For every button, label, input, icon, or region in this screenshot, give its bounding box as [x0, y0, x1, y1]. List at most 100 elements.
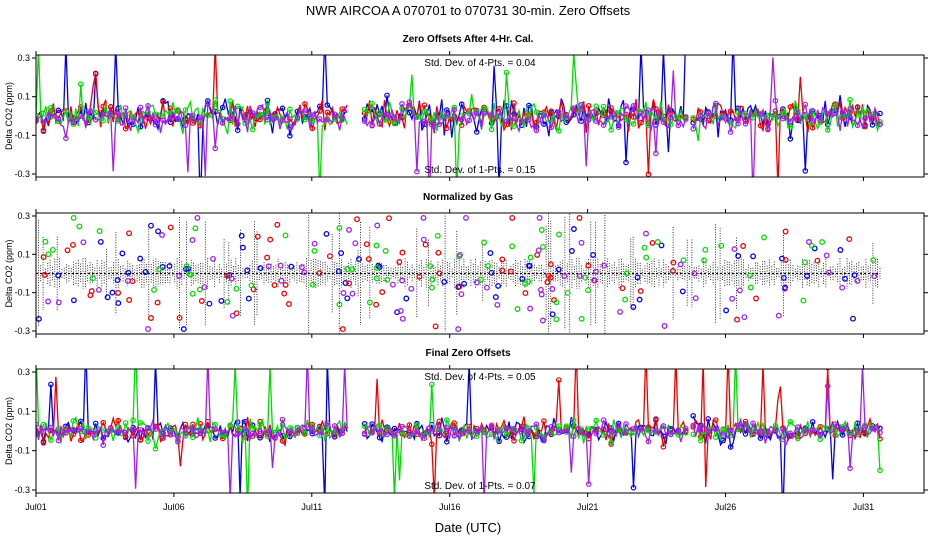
- data-point: [511, 425, 517, 432]
- data-point: [570, 105, 577, 111]
- data-point: [376, 429, 383, 436]
- data-point: [354, 216, 360, 223]
- data-point: [601, 262, 608, 269]
- data-point: [747, 284, 754, 291]
- data-point: [481, 110, 487, 117]
- data-point: [590, 251, 597, 258]
- normalized-band: [36, 213, 881, 334]
- data-point: [518, 118, 525, 124]
- data-point: [224, 298, 231, 305]
- data-point: [787, 136, 794, 142]
- data-point: [344, 266, 351, 272]
- data-point: [339, 326, 346, 333]
- data-point: [294, 427, 301, 434]
- data-point: [623, 159, 629, 166]
- data-point: [326, 253, 333, 260]
- data-point: [406, 433, 413, 440]
- data-point: [570, 417, 577, 424]
- data-point: [331, 111, 338, 118]
- data-point: [48, 114, 54, 120]
- data-point: [503, 69, 510, 76]
- data-point: [316, 108, 323, 114]
- data-point: [107, 109, 114, 116]
- data-point: [63, 427, 69, 433]
- data-point: [242, 425, 248, 432]
- y-tick-label: 0.3: [17, 53, 30, 63]
- data-point: [92, 428, 99, 434]
- data-point: [539, 317, 546, 324]
- data-point: [660, 423, 667, 429]
- data-point: [526, 117, 532, 123]
- x-tick-label: Jul26: [715, 502, 737, 512]
- y-axis-label: Delta CO2 (ppm): [4, 82, 14, 150]
- data-point: [399, 249, 406, 256]
- data-point: [684, 27, 688, 31]
- data-point: [467, 361, 471, 365]
- data-point: [197, 114, 204, 121]
- data-point: [794, 110, 801, 117]
- series-markers-series-4: [36, 97, 883, 175]
- data-point: [167, 430, 174, 436]
- data-point: [115, 429, 122, 435]
- data-point: [176, 272, 183, 279]
- data-point: [264, 254, 271, 261]
- data-point: [373, 275, 380, 282]
- data-point: [311, 240, 318, 247]
- data-point: [107, 104, 114, 110]
- data-point: [824, 383, 831, 390]
- data-point: [600, 103, 607, 110]
- data-point: [285, 301, 292, 307]
- data-point: [361, 431, 368, 438]
- data-point: [148, 315, 154, 321]
- data-point: [180, 326, 187, 333]
- data-point: [680, 257, 687, 264]
- data-point: [608, 428, 614, 435]
- data-point: [228, 496, 232, 500]
- data-point: [677, 261, 684, 268]
- data-point: [593, 268, 599, 275]
- data-point: [92, 420, 99, 427]
- data-point: [279, 416, 286, 423]
- data-point: [555, 128, 562, 134]
- panel-3: Final Zero Offsets Delta CO2 (ppm) -0.3 -0.…: [4, 348, 928, 512]
- data-point: [344, 295, 351, 302]
- data-point: [227, 98, 234, 104]
- y-tick-label: -0.1: [14, 288, 30, 298]
- data-point: [338, 250, 345, 257]
- data-point: [389, 281, 396, 288]
- data-point: [441, 278, 448, 285]
- data-point: [670, 259, 677, 266]
- data-point: [473, 428, 480, 434]
- data-point: [408, 285, 415, 292]
- data-point: [349, 290, 356, 297]
- data-point: [145, 326, 151, 332]
- data-point: [48, 437, 54, 443]
- data-point: [70, 214, 77, 221]
- data-point: [623, 270, 630, 277]
- data-point: [772, 428, 779, 435]
- data-point: [869, 122, 876, 128]
- data-point: [643, 230, 649, 237]
- x-axis-label: Date (UTC): [435, 520, 501, 535]
- data-point: [511, 115, 517, 122]
- data-point: [492, 294, 499, 301]
- data-point: [511, 437, 517, 444]
- data-point: [63, 108, 69, 115]
- series-points-series-1: [36, 222, 858, 333]
- data-point: [757, 428, 764, 434]
- data-point: [406, 109, 413, 116]
- data-point: [735, 422, 741, 429]
- data-point: [705, 428, 712, 434]
- data-point: [227, 115, 234, 122]
- data-point: [42, 238, 49, 245]
- data-point: [634, 274, 641, 281]
- data-point: [239, 244, 246, 251]
- data-point: [538, 291, 545, 298]
- data-point: [281, 290, 288, 297]
- data-point: [302, 101, 308, 107]
- data-point: [70, 119, 77, 125]
- data-point: [213, 43, 217, 47]
- data-point: [697, 437, 704, 444]
- data-point: [159, 232, 166, 238]
- y-tick-label: -0.1: [14, 446, 30, 456]
